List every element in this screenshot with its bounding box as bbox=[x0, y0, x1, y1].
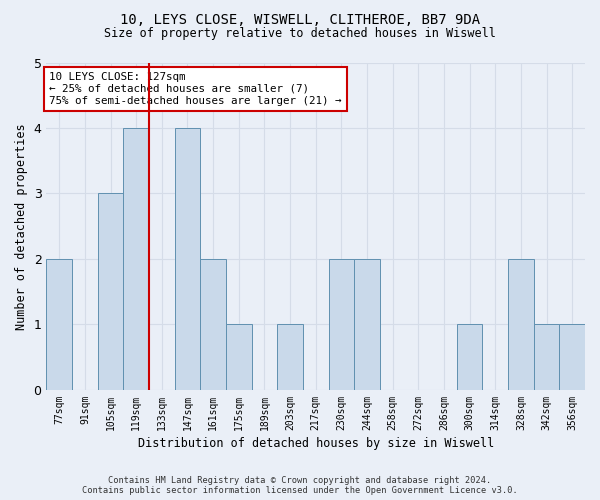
Bar bbox=[354, 259, 380, 390]
X-axis label: Distribution of detached houses by size in Wiswell: Distribution of detached houses by size … bbox=[137, 437, 494, 450]
Text: Size of property relative to detached houses in Wiswell: Size of property relative to detached ho… bbox=[104, 28, 496, 40]
Bar bbox=[46, 259, 72, 390]
Bar bbox=[508, 259, 534, 390]
Bar bbox=[175, 128, 200, 390]
Bar bbox=[534, 324, 559, 390]
Bar bbox=[559, 324, 585, 390]
Text: 10 LEYS CLOSE: 127sqm
← 25% of detached houses are smaller (7)
75% of semi-detac: 10 LEYS CLOSE: 127sqm ← 25% of detached … bbox=[49, 72, 341, 106]
Bar bbox=[200, 259, 226, 390]
Text: Contains HM Land Registry data © Crown copyright and database right 2024.
Contai: Contains HM Land Registry data © Crown c… bbox=[82, 476, 518, 495]
Bar bbox=[329, 259, 354, 390]
Bar bbox=[277, 324, 303, 390]
Text: 10, LEYS CLOSE, WISWELL, CLITHEROE, BB7 9DA: 10, LEYS CLOSE, WISWELL, CLITHEROE, BB7 … bbox=[120, 12, 480, 26]
Bar bbox=[124, 128, 149, 390]
Bar bbox=[226, 324, 251, 390]
Bar bbox=[457, 324, 482, 390]
Y-axis label: Number of detached properties: Number of detached properties bbox=[15, 123, 28, 330]
Bar bbox=[98, 194, 124, 390]
